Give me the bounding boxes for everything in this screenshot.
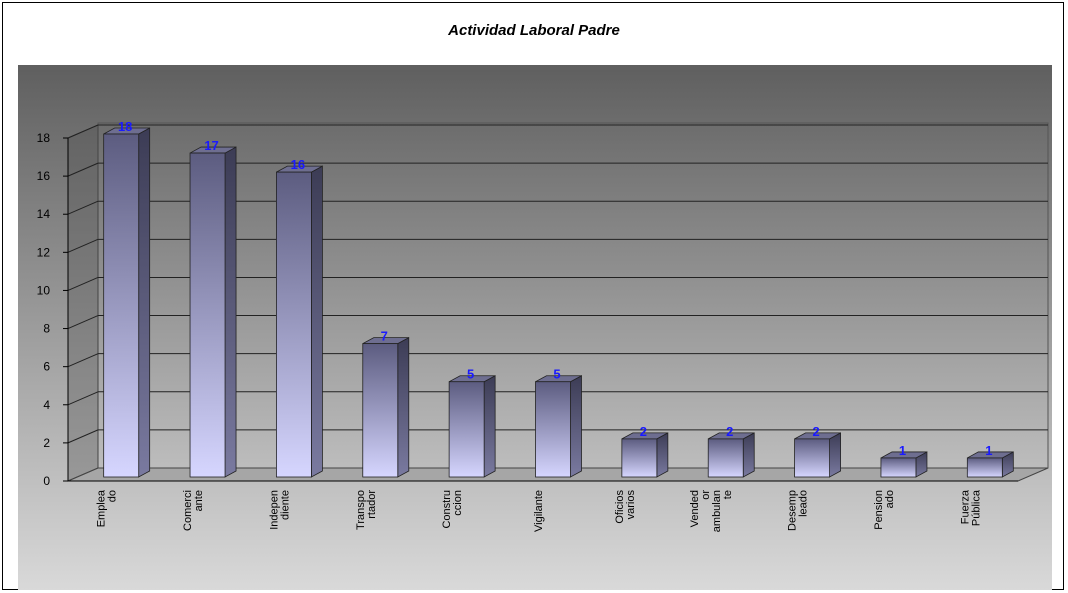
- bar-front: [535, 381, 571, 478]
- bar-side: [397, 336, 410, 478]
- bar-5: [535, 375, 582, 478]
- bar-side: [138, 127, 151, 478]
- y-tick-label: 8: [43, 322, 50, 336]
- data-label: 1: [985, 443, 992, 458]
- x-tick-label: Fuerza Pública: [959, 489, 982, 526]
- gridline-side: [67, 238, 99, 253]
- data-label: 7: [381, 329, 388, 344]
- x-tick-label: Emplea do: [96, 489, 119, 527]
- y-tick-label: 14: [37, 207, 51, 221]
- data-label: 17: [204, 138, 218, 153]
- gridline-side: [67, 276, 99, 291]
- bar-side: [311, 165, 323, 478]
- x-tick-label-line: diente: [279, 490, 291, 520]
- bar-side: [570, 375, 582, 478]
- x-tick-label-line: rtador: [366, 490, 378, 519]
- bar-8: [794, 432, 841, 478]
- x-tick-label-line: Pública: [970, 489, 982, 526]
- gridline-side: [67, 353, 99, 368]
- bar-2: [276, 165, 323, 478]
- y-tick-label: 18: [37, 131, 51, 145]
- bar-6: [621, 432, 669, 478]
- x-tick-label-line: Emplea: [96, 489, 108, 527]
- x-tick-label-line: Constru: [441, 490, 453, 529]
- gridline-side: [67, 391, 99, 406]
- side-wall: [67, 124, 99, 482]
- x-tick-label-line: leado: [798, 490, 810, 517]
- y-tick-label: 10: [37, 283, 51, 297]
- x-tick-label-line: ado: [884, 490, 896, 508]
- x-tick-label-line: Indepen: [268, 490, 280, 530]
- bar-10: [966, 451, 1014, 478]
- bar-side: [742, 432, 755, 478]
- x-tick-label-line: Vended: [689, 490, 701, 527]
- data-label: 2: [812, 424, 819, 439]
- x-tick-label-line: Vigilante: [533, 490, 545, 532]
- x-tick-label: Vigilante: [533, 490, 545, 532]
- bar-side: [829, 432, 841, 478]
- data-label: 5: [553, 367, 560, 382]
- bar-front: [189, 152, 226, 478]
- data-label: 5: [467, 367, 474, 382]
- x-tick-label-line: or: [700, 490, 712, 500]
- x-tick-label-line: Pension: [873, 490, 885, 530]
- x-tick-label: Constru ccion: [441, 490, 464, 529]
- x-tick-label-line: Transpo: [355, 490, 367, 530]
- data-label: 16: [291, 157, 305, 172]
- x-tick-label: Transpo rtador: [355, 490, 378, 530]
- y-tick-label: 16: [37, 169, 51, 183]
- gridline-side: [67, 315, 99, 330]
- gridline-side: [67, 429, 99, 444]
- bar-front: [880, 457, 917, 478]
- bar-front: [794, 438, 830, 478]
- bar-side: [656, 432, 669, 478]
- bar-0: [103, 127, 151, 478]
- data-label: 18: [118, 119, 132, 134]
- bar-4: [448, 375, 496, 478]
- bar-front: [276, 171, 312, 478]
- x-tick-label-line: ambulan: [711, 490, 723, 532]
- x-tick-label-line: Comerci: [182, 490, 194, 531]
- gridline-side: [67, 124, 99, 139]
- bar-9: [880, 451, 928, 478]
- x-tick-label-line: ante: [193, 490, 205, 511]
- x-tick-label-line: Desemp: [787, 490, 799, 531]
- bar-7: [707, 432, 755, 478]
- data-label: 1: [899, 443, 906, 458]
- bar-1: [189, 146, 237, 478]
- x-tick-label-line: ccion: [452, 490, 464, 516]
- bar-side: [224, 146, 237, 478]
- data-label: 2: [640, 424, 647, 439]
- bar-front: [103, 133, 140, 478]
- bar-3: [362, 336, 410, 478]
- gridline-side: [67, 200, 99, 215]
- x-tick-label-line: Fuerza: [959, 489, 971, 524]
- y-tick-label: 12: [37, 245, 51, 259]
- x-tick-label-line: varios: [625, 490, 637, 520]
- bar-front: [448, 381, 485, 478]
- bar-front: [621, 438, 658, 478]
- x-tick-label: Indepen diente: [268, 490, 291, 530]
- x-tick-label: Vended or ambulan te: [689, 490, 734, 533]
- x-tick-label: Oficios varios: [614, 490, 637, 524]
- data-label: 2: [726, 424, 733, 439]
- chart-title: Actividad Laboral Padre: [448, 22, 620, 39]
- y-tick-label: 6: [43, 360, 50, 374]
- x-tick-label: Desemp leado: [787, 490, 810, 531]
- y-tick-label: 4: [43, 398, 50, 412]
- bar-front: [707, 438, 744, 478]
- bar-front: [966, 457, 1003, 478]
- gridline-side: [67, 162, 99, 177]
- y-tick-label: 0: [43, 474, 50, 488]
- y-tick-label: 2: [43, 436, 50, 450]
- x-tick-label-line: do: [107, 490, 119, 502]
- x-tick-label: Comerci ante: [182, 490, 205, 531]
- bar-side: [483, 375, 496, 478]
- x-tick-label-line: Oficios: [614, 490, 626, 524]
- x-tick-label-line: te: [722, 490, 734, 499]
- x-tick-label: Pension ado: [873, 490, 896, 530]
- bar-front: [362, 343, 399, 478]
